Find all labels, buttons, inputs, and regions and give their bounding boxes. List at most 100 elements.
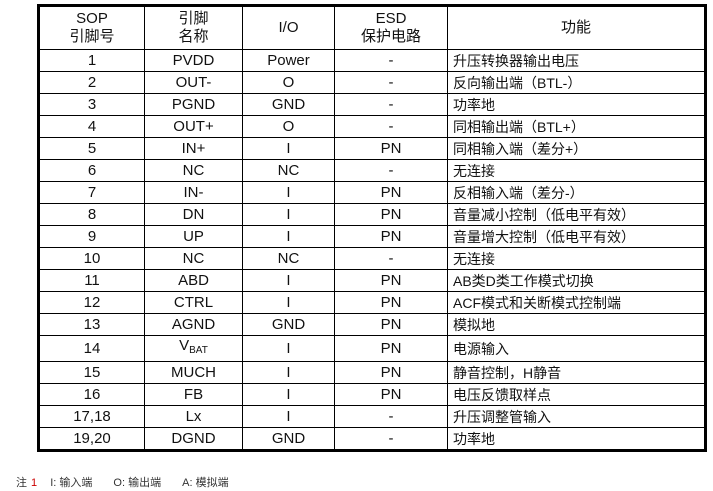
cell-io: Power	[242, 49, 335, 72]
cell-text: NC	[277, 161, 300, 179]
cell-name: ABD	[144, 269, 243, 292]
cell-text: ACF模式和关断模式控制端	[453, 294, 621, 311]
header-text: 引脚号	[69, 28, 115, 45]
cell-text: I	[286, 339, 291, 357]
table-row: 3 PGND GND - 功率地	[38, 93, 706, 116]
cell-pin: 11	[38, 269, 145, 292]
header-text: I/O	[278, 19, 299, 36]
table-row: 11 ABD I PN AB类D类工作模式切换	[38, 269, 706, 292]
table-row: 17,18 Lx I - 升压调整管输入	[38, 405, 706, 428]
cell-func: ACF模式和关断模式控制端	[447, 291, 706, 314]
cell-text: NC	[277, 249, 300, 267]
cell-pin: 2	[38, 71, 145, 94]
cell-text: O	[282, 73, 295, 91]
cell-text: PN	[380, 315, 402, 333]
cell-name: DN	[144, 203, 243, 226]
cell-pin: 1	[38, 49, 145, 72]
table-row: 4 OUT+ O - 同相输出端（BTL+）	[38, 115, 706, 138]
cell-text: 17,18	[73, 407, 111, 425]
cell-esd: -	[334, 49, 448, 72]
cell-text: PN	[380, 139, 402, 157]
cell-esd: PN	[334, 137, 448, 160]
cell-io: I	[242, 335, 335, 362]
cell-text: IN+	[181, 139, 206, 157]
cell-text: GND	[271, 429, 306, 447]
cell-text: -	[388, 51, 394, 69]
cell-text: PN	[380, 293, 402, 311]
cell-esd: -	[334, 427, 448, 452]
cell-text: I	[286, 205, 291, 223]
note-number: 1	[31, 477, 38, 489]
table-row: 10 NC NC - 无连接	[38, 247, 706, 270]
header-text: 保护电路	[360, 28, 421, 45]
cell-pin: 15	[38, 361, 145, 384]
cell-name: PVDD	[144, 49, 243, 72]
table-row: 15 MUCH I PN 静音控制，H静音	[38, 361, 706, 384]
cell-text: 8	[87, 205, 97, 223]
cell-func: 音量减小控制（低电平有效）	[447, 203, 706, 226]
cell-text: DGND	[171, 429, 216, 447]
cell-text: AB类D类工作模式切换	[453, 272, 594, 289]
column-header: 功能	[447, 5, 706, 50]
cell-text: 1	[87, 51, 97, 69]
cell-func: AB类D类工作模式切换	[447, 269, 706, 292]
cell-text: AGND	[171, 315, 216, 333]
cell-io: I	[242, 361, 335, 384]
cell-name: MUCH	[144, 361, 243, 384]
cell-text: -	[388, 95, 394, 113]
cell-esd: PN	[334, 313, 448, 336]
cell-esd: -	[334, 159, 448, 182]
cell-text: 5	[87, 139, 97, 157]
cell-text: 同相输出端（BTL+）	[453, 118, 585, 135]
cell-text: GND	[271, 95, 306, 113]
cell-text: Lx	[185, 407, 202, 425]
table-row: 12 CTRL I PN ACF模式和关断模式控制端	[38, 291, 706, 314]
cell-pin: 6	[38, 159, 145, 182]
cell-name: CTRL	[144, 291, 243, 314]
cell-name: Lx	[144, 405, 243, 428]
cell-func: 音量增大控制（低电平有效）	[447, 225, 706, 248]
cell-pin: 8	[38, 203, 145, 226]
column-header: ESD 保护电路	[334, 5, 448, 50]
cell-io: I	[242, 137, 335, 160]
cell-text: 19,20	[73, 429, 111, 447]
cell-text: OUT-	[175, 73, 212, 91]
cell-name: OUT+	[144, 115, 243, 138]
note-label: 注	[16, 477, 27, 489]
cell-text: -	[388, 161, 394, 179]
cell-text: 功率地	[453, 96, 495, 113]
cell-text: 12	[83, 293, 101, 311]
cell-text: I	[286, 407, 291, 425]
cell-text: 功率地	[453, 430, 495, 447]
cell-func: 反相输入端（差分-）	[447, 181, 706, 204]
cell-io: I	[242, 291, 335, 314]
table-row: 19,20 DGND GND - 功率地	[38, 427, 706, 452]
table-row: 1 PVDD Power - 升压转换器输出电压	[38, 49, 706, 72]
cell-text: UP	[183, 227, 204, 245]
cell-text: NC	[182, 249, 205, 267]
cell-text: V	[179, 337, 190, 354]
cell-name: NC	[144, 247, 243, 270]
cell-text: 模拟地	[453, 316, 495, 333]
cell-esd: PN	[334, 225, 448, 248]
cell-io: O	[242, 71, 335, 94]
cell-text: 16	[83, 385, 101, 403]
cell-pin: 14	[38, 335, 145, 362]
header-text: 功能	[560, 19, 591, 36]
cell-func: 功率地	[447, 93, 706, 116]
cell-text: -	[388, 407, 394, 425]
cell-text: 13	[83, 315, 101, 333]
cell-text: 14	[83, 339, 101, 357]
cell-text: 升压调整管输入	[453, 408, 551, 425]
cell-text: 6	[87, 161, 97, 179]
column-header: I/O	[242, 5, 335, 50]
cell-func: 静音控制，H静音	[447, 361, 706, 384]
cell-pin: 9	[38, 225, 145, 248]
cell-text: I	[286, 227, 291, 245]
cell-text: PN	[380, 385, 402, 403]
cell-text: 9	[87, 227, 97, 245]
cell-func: 模拟地	[447, 313, 706, 336]
cell-func: 无连接	[447, 247, 706, 270]
cell-text: 音量增大控制（低电平有效）	[453, 228, 635, 245]
cell-io: I	[242, 405, 335, 428]
